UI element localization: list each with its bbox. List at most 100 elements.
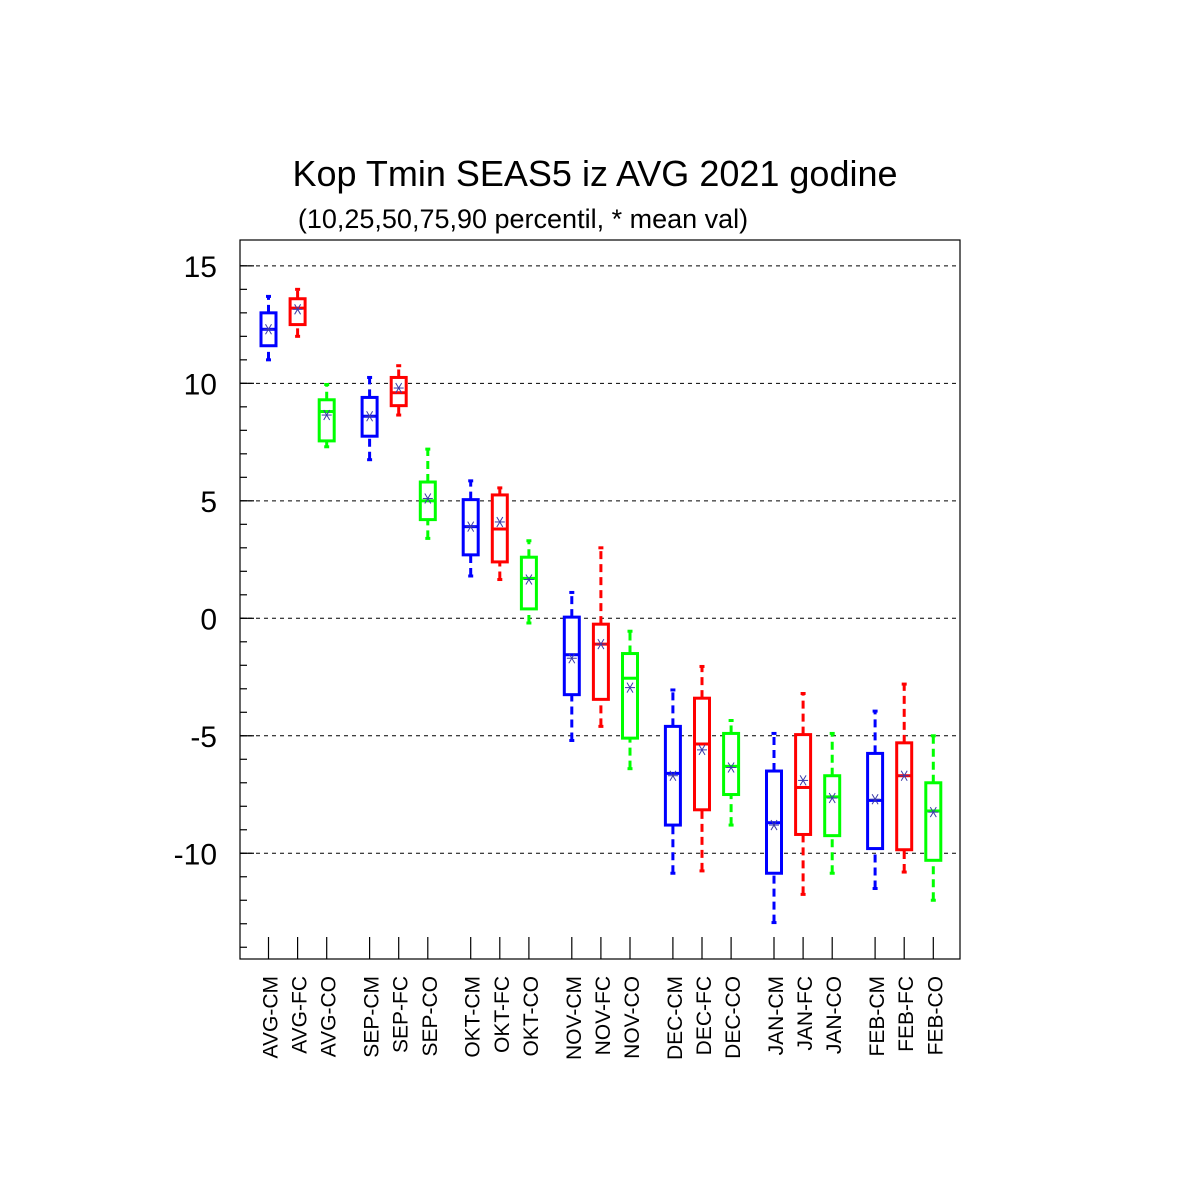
- mean-stroke: [496, 516, 504, 528]
- y-tick-label: 0: [200, 603, 217, 636]
- plot-frame: [239, 239, 961, 960]
- box-dec-cm: [663, 688, 682, 875]
- mean-marker: [494, 516, 505, 528]
- box-body: [823, 774, 842, 838]
- mean-stroke: [698, 744, 706, 756]
- mean-marker: [465, 521, 476, 532]
- y-tick-label: 15: [184, 251, 217, 284]
- mean-stroke: [871, 793, 879, 805]
- x-tick-label: AVG-CM: [260, 976, 283, 1058]
- mean-marker: [292, 304, 303, 315]
- y-tick-label: 5: [200, 486, 217, 519]
- box-feb-cm: [866, 709, 885, 891]
- mean-stroke: [770, 819, 778, 831]
- mean-marker: [393, 382, 404, 394]
- x-tick-label: DEC-FC: [693, 976, 716, 1055]
- box-body: [288, 297, 307, 327]
- chart-title: Kop Tmin SEAS5 iz AVG 2021 godine: [292, 153, 897, 194]
- x-tick-label: SEP-CM: [361, 976, 384, 1058]
- box-avg-cm: [259, 294, 278, 362]
- x-tick-label: NOV-CO: [621, 976, 644, 1059]
- mean-stroke: [727, 762, 735, 773]
- box-jan-cm: [765, 731, 783, 925]
- mean-marker: [364, 410, 375, 422]
- y-tick-label: -10: [174, 838, 217, 871]
- x-tick-label: JAN-CO: [823, 976, 846, 1054]
- mean-marker: [928, 806, 939, 818]
- x-tick-label: OKT-CO: [520, 976, 543, 1057]
- box-okt-co: [519, 539, 538, 625]
- box-dec-co: [722, 719, 741, 827]
- mean-marker: [263, 324, 274, 335]
- box-sep-cm: [360, 375, 379, 462]
- x-tick-label: FEB-FC: [895, 976, 918, 1052]
- boxes: [259, 287, 943, 925]
- x-tick-label: AVG-CO: [318, 976, 341, 1057]
- mean-stroke: [799, 775, 807, 786]
- mean-marker: [422, 493, 433, 504]
- mean-stroke: [525, 574, 533, 585]
- mean-marker: [726, 762, 737, 773]
- box-nov-fc: [591, 546, 610, 728]
- mean-marker: [697, 744, 707, 756]
- box-body: [317, 398, 336, 443]
- box-feb-co: [924, 734, 943, 902]
- mean-stroke: [294, 304, 302, 315]
- mean-marker: [798, 775, 809, 786]
- box-okt-fc: [490, 486, 509, 582]
- box-nov-co: [621, 629, 639, 771]
- x-tick-label: NOV-FC: [592, 976, 615, 1055]
- axes: 15 10 5 0 -5 -10: [174, 251, 934, 959]
- x-tick-label: FEB-CO: [924, 976, 947, 1055]
- box-body: [621, 652, 639, 740]
- box-sep-fc: [389, 364, 408, 417]
- x-tick-label: OKT-CM: [462, 976, 485, 1058]
- box-dec-fc: [693, 664, 711, 873]
- y-tick-label: -5: [190, 721, 217, 754]
- x-tick-label: JAN-CM: [765, 976, 788, 1055]
- box-body: [895, 741, 914, 852]
- x-tick-label: OKT-FC: [491, 976, 514, 1053]
- box-body: [693, 696, 711, 812]
- box-sep-co: [418, 447, 437, 540]
- x-tick-label: DEC-CM: [664, 976, 687, 1060]
- box-body: [722, 731, 741, 797]
- x-tick-label: SEP-CO: [419, 976, 442, 1057]
- x-tick-label: JAN-FC: [794, 976, 817, 1051]
- mean-stroke: [467, 521, 475, 532]
- mean-stroke: [568, 652, 576, 664]
- mean-stroke: [828, 792, 836, 804]
- box-okt-cm: [461, 479, 480, 578]
- x-tick-label: AVG-FC: [289, 976, 312, 1054]
- mean-stroke: [669, 770, 677, 781]
- x-tick-label: SEP-FC: [390, 976, 413, 1053]
- mean-marker: [870, 793, 881, 805]
- mean-marker: [321, 409, 332, 421]
- mean-stroke: [424, 493, 432, 504]
- box-body: [519, 555, 538, 611]
- box-jan-co: [823, 731, 842, 875]
- box-body: [794, 733, 813, 836]
- mean-marker: [523, 574, 534, 585]
- mean-stroke: [265, 324, 272, 335]
- mean-marker: [769, 819, 779, 831]
- x-tick-label: NOV-CM: [563, 976, 586, 1060]
- y-tick-label: 10: [184, 368, 217, 401]
- box-nov-cm: [562, 590, 581, 742]
- mean-stroke: [323, 409, 331, 421]
- box-avg-fc: [288, 287, 307, 338]
- mean-marker: [827, 792, 838, 804]
- mean-stroke: [626, 682, 634, 693]
- mean-stroke: [366, 410, 374, 422]
- box-jan-fc: [794, 691, 813, 896]
- box-body: [591, 622, 610, 701]
- x-tick-label: DEC-CO: [722, 976, 745, 1059]
- mean-marker: [595, 638, 606, 650]
- mean-stroke: [900, 770, 908, 781]
- mean-marker: [899, 770, 910, 781]
- box-body: [924, 781, 943, 862]
- mean-marker: [667, 770, 678, 781]
- box-avg-co: [317, 383, 336, 449]
